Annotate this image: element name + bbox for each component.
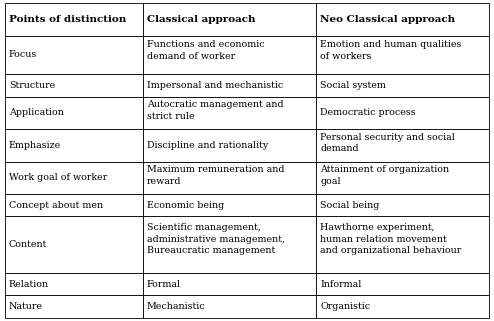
Bar [5, 3, 143, 36]
Bar [143, 97, 316, 129]
Bar [143, 36, 316, 74]
Text: Application: Application [9, 108, 64, 117]
Bar [316, 3, 489, 36]
Text: Economic being: Economic being [147, 201, 224, 210]
Bar [5, 216, 143, 273]
Text: Work goal of worker: Work goal of worker [9, 173, 107, 182]
Bar [5, 97, 143, 129]
Bar [5, 129, 143, 161]
Text: Points of distinction: Points of distinction [9, 15, 126, 24]
Bar [143, 3, 316, 36]
Text: Emotion and human qualities
of workers: Emotion and human qualities of workers [320, 40, 461, 61]
Text: Structure: Structure [9, 81, 55, 90]
Text: Emphasize: Emphasize [9, 141, 61, 150]
Bar [5, 74, 143, 97]
Text: Formal: Formal [147, 280, 181, 289]
Text: Mechanistic: Mechanistic [147, 302, 206, 311]
Bar [316, 194, 489, 216]
Bar [316, 295, 489, 318]
Text: Personal security and social
demand: Personal security and social demand [320, 133, 455, 153]
Text: Focus: Focus [9, 50, 37, 59]
Text: Nature: Nature [9, 302, 43, 311]
Bar [316, 97, 489, 129]
Bar [316, 216, 489, 273]
Text: Relation: Relation [9, 280, 49, 289]
Text: Concept about men: Concept about men [9, 201, 103, 210]
Bar [316, 129, 489, 161]
Text: Organistic: Organistic [320, 302, 370, 311]
Bar [5, 194, 143, 216]
Text: Maximum remuneration and
reward: Maximum remuneration and reward [147, 165, 285, 186]
Bar [5, 273, 143, 295]
Text: Neo Classical approach: Neo Classical approach [320, 15, 455, 24]
Bar [5, 295, 143, 318]
Text: Social being: Social being [320, 201, 379, 210]
Bar [316, 74, 489, 97]
Text: Discipline and rationality: Discipline and rationality [147, 141, 268, 150]
Text: Impersonal and mechanistic: Impersonal and mechanistic [147, 81, 283, 90]
Bar [316, 161, 489, 194]
Text: Content: Content [9, 240, 47, 249]
Text: Informal: Informal [320, 280, 362, 289]
Text: Hawthorne experiment,
human relation movement
and organizational behaviour: Hawthorne experiment, human relation mov… [320, 223, 461, 255]
Text: Attainment of organization
goal: Attainment of organization goal [320, 165, 450, 186]
Bar [143, 295, 316, 318]
Bar [5, 36, 143, 74]
Bar [143, 74, 316, 97]
Bar [143, 161, 316, 194]
Bar [143, 194, 316, 216]
Bar [5, 161, 143, 194]
Bar [143, 216, 316, 273]
Text: Scientific management,
administrative management,
Bureaucratic management: Scientific management, administrative ma… [147, 223, 285, 255]
Text: Functions and economic
demand of worker: Functions and economic demand of worker [147, 40, 264, 61]
Text: Classical approach: Classical approach [147, 15, 255, 24]
Text: Social system: Social system [320, 81, 386, 90]
Bar [316, 273, 489, 295]
Bar [143, 129, 316, 161]
Text: Autocratic management and
strict rule: Autocratic management and strict rule [147, 100, 284, 121]
Bar [316, 36, 489, 74]
Text: Democratic process: Democratic process [320, 108, 416, 117]
Bar [143, 273, 316, 295]
